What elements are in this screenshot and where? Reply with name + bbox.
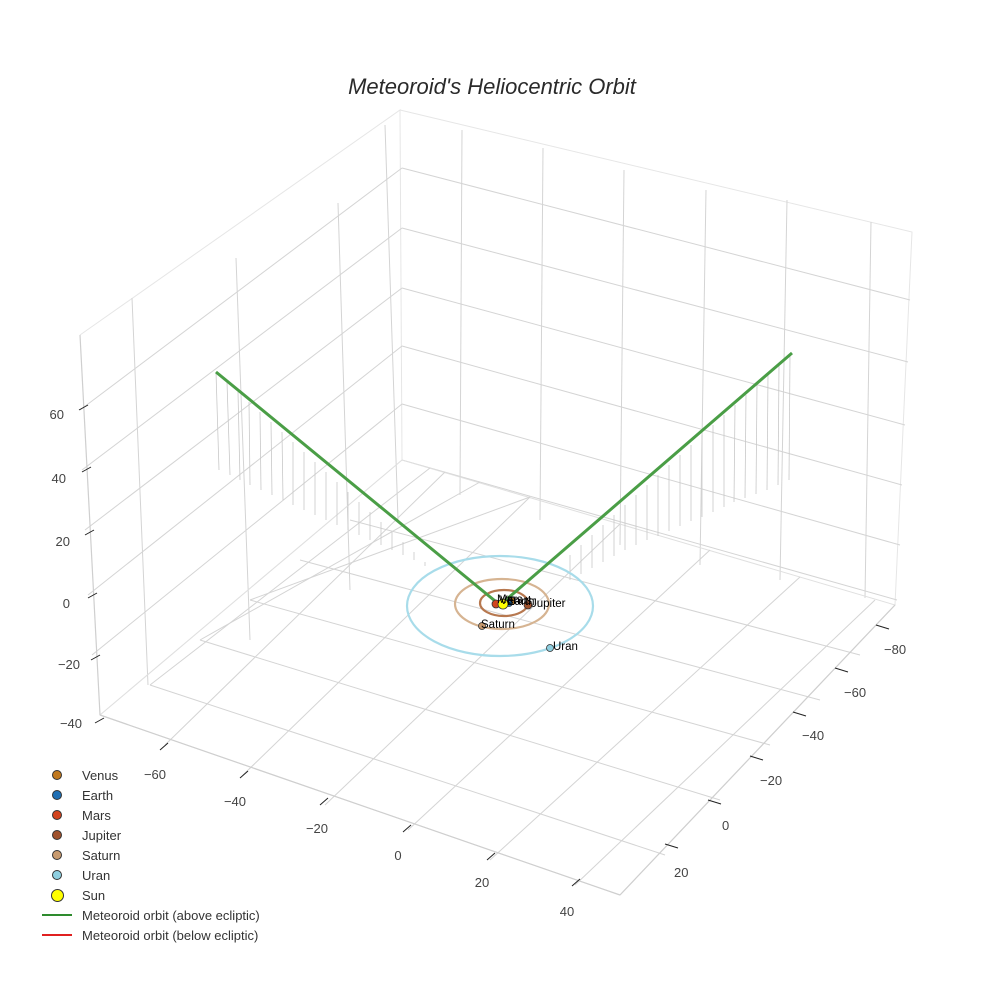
legend-item-earth[interactable]: Earth [38, 785, 260, 805]
legend-label: Saturn [82, 847, 121, 863]
legend-label: Venus [82, 767, 119, 783]
legend-item-saturn[interactable]: Saturn [38, 845, 260, 865]
svg-text:−20: −20 [760, 773, 782, 788]
saturn-marker [478, 622, 486, 630]
uran-dot-icon [52, 870, 62, 880]
planet-orbits [405, 554, 595, 658]
z-axis-tick-labels: 60 40 20 0 −20 −40 [50, 407, 82, 731]
legend-label: Meteoroid orbit (above ecliptic) [82, 907, 260, 923]
svg-text:Venus: Venus [500, 595, 532, 607]
jupiter-marker [523, 600, 533, 610]
sun-dot-icon [50, 888, 64, 902]
saturn-orbit [453, 577, 551, 631]
legend-label: Earth [82, 787, 114, 803]
planet-labels: Mars Venus Earth Jupiter Saturn Uran [481, 594, 578, 653]
svg-text:40: 40 [52, 471, 66, 486]
y-axis-tick-labels: −80 −60 −40 −20 0 20 [674, 642, 906, 880]
tick-marks [78, 404, 890, 887]
jupiter-dot-icon [52, 830, 62, 840]
svg-text:Jupiter: Jupiter [531, 598, 566, 610]
uran-marker [546, 644, 554, 652]
legend-label: Jupiter [82, 827, 122, 843]
svg-text:−20: −20 [58, 657, 80, 672]
legend-item-jupiter[interactable]: Jupiter [38, 825, 260, 845]
legend-label: Meteoroid orbit (below ecliptic) [82, 927, 259, 943]
legend-item-uran[interactable]: Uran [38, 865, 260, 885]
svg-text:Earth: Earth [507, 596, 535, 608]
chart-title: Meteoroid's Heliocentric Orbit [348, 74, 636, 99]
earth-dot-icon [52, 790, 62, 800]
svg-text:−40: −40 [224, 794, 246, 809]
svg-text:20: 20 [56, 534, 70, 549]
svg-text:Saturn: Saturn [481, 619, 515, 631]
saturn-dot-icon [52, 850, 62, 860]
svg-text:−20: −20 [306, 821, 328, 836]
meteoroid-drop-lines [215, 354, 791, 580]
svg-text:Uran: Uran [553, 641, 578, 653]
x-axis-tick-labels: −60 −40 −20 0 20 40 [144, 767, 574, 919]
svg-text:−40: −40 [802, 728, 824, 743]
legend-item-orbit-above[interactable]: Meteoroid orbit (above ecliptic) [38, 905, 260, 925]
legend-item-orbit-below[interactable]: Meteoroid orbit (below ecliptic) [38, 925, 260, 945]
legend-label: Sun [82, 887, 106, 903]
svg-text:20: 20 [475, 875, 489, 890]
venus-dot-icon [52, 770, 62, 780]
red-line-icon [42, 934, 72, 936]
legend: Venus Earth Mars Jupiter Saturn Uran Sun… [38, 765, 260, 945]
svg-text:0: 0 [63, 596, 70, 611]
legend-item-sun[interactable]: Sun [38, 885, 260, 905]
svg-text:0: 0 [394, 848, 401, 863]
svg-text:−40: −40 [60, 716, 82, 731]
svg-text:Mars: Mars [497, 594, 523, 606]
svg-text:60: 60 [50, 407, 64, 422]
svg-text:−60: −60 [144, 767, 166, 782]
planet-markers[interactable] [478, 597, 554, 652]
svg-text:0: 0 [722, 818, 729, 833]
mars-dot-icon [52, 810, 62, 820]
svg-text:40: 40 [560, 904, 574, 919]
svg-text:−60: −60 [844, 685, 866, 700]
svg-text:−80: −80 [884, 642, 906, 657]
legend-label: Mars [82, 807, 111, 823]
sun-marker [497, 598, 509, 610]
legend-item-mars[interactable]: Mars [38, 805, 260, 825]
axis-lines [79, 334, 896, 896]
green-line-icon [42, 914, 72, 916]
uran-orbit [405, 554, 595, 658]
legend-item-venus[interactable]: Venus [38, 765, 260, 785]
legend-label: Uran [82, 867, 111, 883]
svg-text:20: 20 [674, 865, 688, 880]
